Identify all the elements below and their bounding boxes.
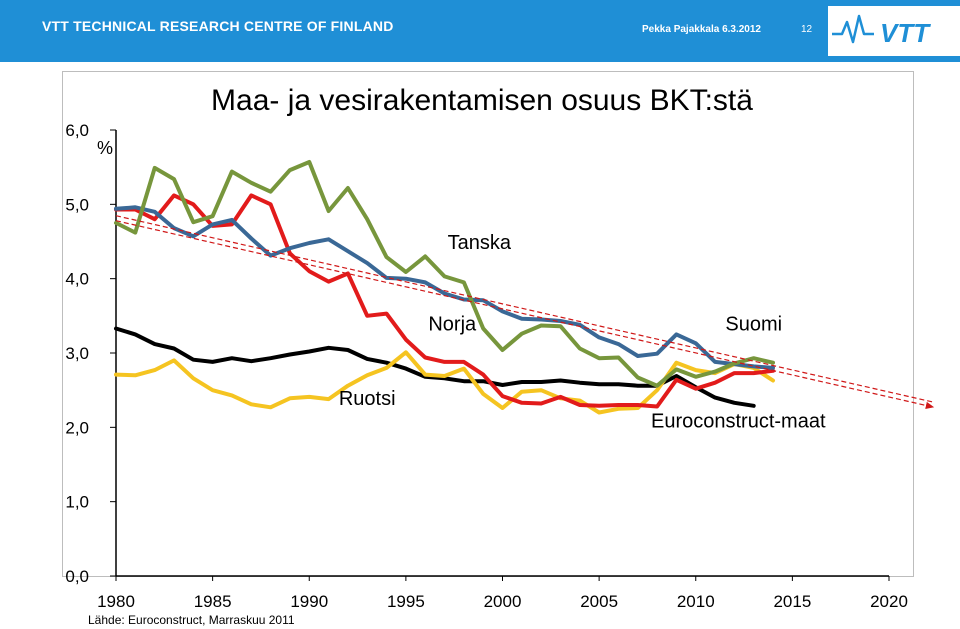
x-tick-label: 1995 (387, 592, 425, 611)
trend-line-upper (115, 215, 934, 403)
y-tick-label: 4,0 (65, 270, 89, 289)
x-tick-label: 2020 (870, 592, 908, 611)
series-label: Ruotsi (339, 388, 396, 410)
series-line-4 (114, 160, 775, 388)
x-tick-label: 2015 (773, 592, 811, 611)
logo-text: VTT (880, 18, 931, 48)
series-label: Suomi (725, 314, 782, 336)
x-tick-label: 1985 (194, 592, 232, 611)
x-tick-label: 1990 (290, 592, 328, 611)
organization-name: VTT TECHNICAL RESEARCH CENTRE OF FINLAND (42, 18, 394, 34)
y-axis-label: % (97, 138, 113, 158)
author-date: Pekka Pajakkala 6.3.2012 (642, 24, 761, 35)
vtt-logo-icon: VTT (832, 14, 931, 48)
x-tick-label: 2005 (580, 592, 618, 611)
x-tick-label: 1980 (97, 592, 135, 611)
chart-title: Maa- ja vesirakentamisen osuus BKT:stä (211, 84, 753, 117)
x-tick-label: 2010 (677, 592, 715, 611)
x-tick-label: 2000 (484, 592, 522, 611)
y-tick-label: 2,0 (65, 418, 89, 437)
series-line-0 (114, 326, 756, 408)
series-label: Euroconstruct-maat (651, 410, 826, 432)
series-line-3 (114, 205, 775, 370)
series-label: Norja (428, 314, 477, 336)
vtt-logo: VTT (828, 6, 960, 56)
trend-line-lower (115, 220, 935, 409)
series-line-2 (114, 193, 775, 409)
page-number: 12 (801, 24, 813, 35)
y-tick-label: 1,0 (65, 493, 89, 512)
y-tick-label: 6,0 (65, 121, 89, 140)
y-tick-label: 0,0 (65, 567, 89, 586)
source-note: Lähde: Euroconstruct, Marraskuu 2011 (88, 613, 295, 627)
series-label: Tanska (448, 232, 512, 254)
y-tick-label: 5,0 (65, 195, 89, 214)
slide-header: VTT TECHNICAL RESEARCH CENTRE OF FINLAND… (0, 0, 960, 62)
y-tick-label: 3,0 (65, 344, 89, 363)
